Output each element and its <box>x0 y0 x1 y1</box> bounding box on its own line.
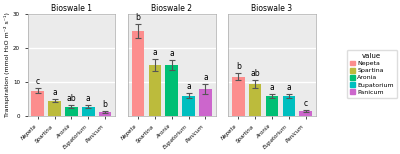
Bar <box>165 65 178 116</box>
Bar <box>99 112 112 116</box>
Text: a: a <box>186 82 191 91</box>
Bar <box>266 96 278 116</box>
Y-axis label: Transpiration (mmol H₂O m⁻² s⁻¹): Transpiration (mmol H₂O m⁻² s⁻¹) <box>4 12 10 118</box>
Bar <box>299 111 312 116</box>
Bar <box>249 84 262 116</box>
Bar <box>182 96 195 116</box>
Text: b: b <box>103 100 108 109</box>
Bar <box>148 65 161 116</box>
Bar <box>31 91 44 116</box>
Text: ab: ab <box>67 94 76 103</box>
Text: a: a <box>152 48 157 57</box>
Text: a: a <box>270 83 274 91</box>
Text: a: a <box>169 49 174 58</box>
Text: b: b <box>236 63 241 71</box>
Text: c: c <box>304 99 308 108</box>
Text: c: c <box>36 77 40 86</box>
Text: a: a <box>203 73 208 82</box>
Bar <box>132 31 144 116</box>
Bar <box>199 89 212 116</box>
Bar <box>48 101 61 116</box>
Bar <box>65 107 78 116</box>
Legend: Nepeta, Spartina, Aronia, Eupatorium, Panicum: Nepeta, Spartina, Aronia, Eupatorium, Pa… <box>346 50 397 98</box>
Bar <box>232 77 245 116</box>
Title: Bioswale 3: Bioswale 3 <box>252 4 292 13</box>
Text: a: a <box>52 88 57 97</box>
Bar <box>82 107 94 116</box>
Title: Bioswale 2: Bioswale 2 <box>151 4 192 13</box>
Bar <box>282 96 295 116</box>
Text: a: a <box>286 83 291 91</box>
Title: Bioswale 1: Bioswale 1 <box>51 4 92 13</box>
Text: ab: ab <box>250 69 260 78</box>
Text: b: b <box>136 13 140 22</box>
Text: a: a <box>86 94 91 103</box>
